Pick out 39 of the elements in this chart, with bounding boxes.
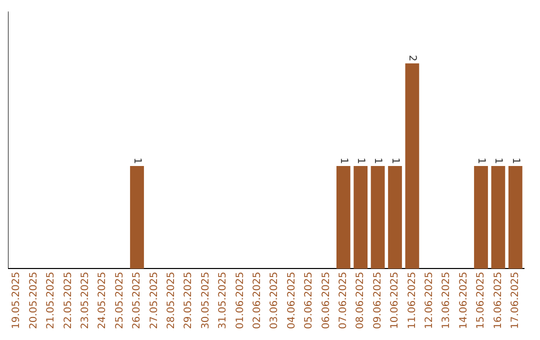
data-label: 1 bbox=[389, 158, 400, 164]
data-label: 1 bbox=[475, 158, 486, 164]
x-tick-label: 02.06.2025 bbox=[252, 272, 263, 330]
x-tick-label: 23.05.2025 bbox=[80, 272, 91, 330]
data-label: 1 bbox=[355, 158, 366, 164]
x-tick-label: 15.06.2025 bbox=[476, 272, 487, 330]
x-tick-label: 24.05.2025 bbox=[97, 272, 108, 330]
x-tick-label: 26.05.2025 bbox=[132, 272, 143, 330]
x-tick-label: 06.06.2025 bbox=[320, 272, 332, 330]
data-label: 1 bbox=[510, 158, 521, 164]
data-label: 1 bbox=[372, 158, 384, 164]
x-tick-label: 25.05.2025 bbox=[114, 272, 126, 330]
x-tick-label: 30.05.2025 bbox=[200, 272, 212, 330]
x-tick-label: 27.05.2025 bbox=[148, 272, 160, 330]
x-tick-label: 03.06.2025 bbox=[269, 272, 280, 330]
x-tick-label: 04.06.2025 bbox=[286, 272, 298, 330]
x-tick-label: 28.05.2025 bbox=[166, 272, 177, 330]
x-tick-label: 01.06.2025 bbox=[234, 272, 246, 330]
x-tick-label: 20.05.2025 bbox=[28, 272, 40, 330]
x-tick-label: 12.06.2025 bbox=[424, 272, 435, 330]
x-tick-label: 11.06.2025 bbox=[406, 272, 418, 330]
x-tick-label: 31.05.2025 bbox=[218, 272, 229, 330]
x-tick-label: 29.05.2025 bbox=[183, 272, 194, 330]
x-tick-label: 07.06.2025 bbox=[338, 272, 349, 330]
x-tick-label: 05.06.2025 bbox=[304, 272, 315, 330]
x-tick-label: 17.06.2025 bbox=[510, 272, 521, 330]
x-tick-label: 08.06.2025 bbox=[355, 272, 366, 330]
x-tick-label: 13.06.2025 bbox=[441, 272, 452, 330]
x-tick-label: 21.05.2025 bbox=[46, 272, 57, 330]
x-tick-label: 22.05.2025 bbox=[62, 272, 74, 330]
data-label: 1 bbox=[131, 158, 142, 164]
data-label: 1 bbox=[338, 158, 349, 164]
x-tick-label: 14.06.2025 bbox=[458, 272, 470, 330]
x-tick-label: 09.06.2025 bbox=[372, 272, 384, 330]
data-label: 2 bbox=[406, 54, 418, 62]
data-label: 1 bbox=[492, 158, 504, 164]
x-tick-label: 19.05.2025 bbox=[11, 272, 22, 330]
x-tick-label: 10.06.2025 bbox=[390, 272, 401, 330]
x-tick-label: 16.06.2025 bbox=[492, 272, 504, 330]
